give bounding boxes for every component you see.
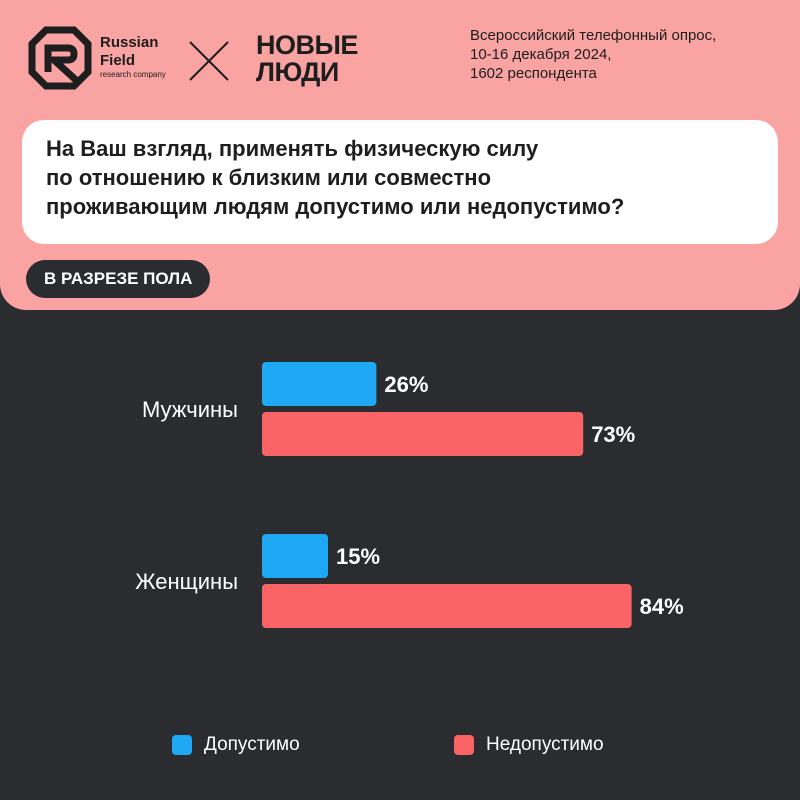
data-label: 84% (640, 594, 684, 619)
novye-lyudi-logo: НОВЫЕ ЛЮДИ (256, 30, 358, 87)
survey-info-line: 1602 респондента (470, 65, 597, 82)
data-label: 73% (591, 422, 635, 447)
segment-badge: В РАЗРЕЗЕ ПОЛА (26, 260, 211, 298)
data-label: 15% (336, 544, 380, 569)
bar-dopustimo (262, 534, 328, 578)
bar-nedopustimo (262, 412, 584, 456)
bar-nedopustimo (262, 584, 632, 628)
legend-label: Допустимо (204, 734, 300, 755)
survey-info-line: Всероссийский телефонный опрос, (470, 27, 717, 44)
russian-field-logo-text: Russian Field research company (100, 34, 166, 79)
question-card (22, 120, 778, 244)
legend-swatch-red (454, 735, 474, 755)
russian-field-logo-icon (28, 26, 92, 90)
question-text: На Ваш взгляд, применять физическую силу… (46, 136, 625, 219)
data-label: 26% (384, 372, 428, 397)
bar-chart: Мужчины 26% 73% Женщины 15% 84% (135, 362, 684, 628)
collaboration-cross-icon (189, 41, 229, 81)
legend-label: Недопустимо (486, 734, 604, 755)
legend-swatch-blue (172, 735, 192, 755)
category-label: Мужчины (142, 397, 238, 422)
survey-info: Всероссийский телефонный опрос, 10-16 де… (470, 26, 790, 83)
survey-info-line: 10-16 декабря 2024, (470, 46, 612, 63)
bar-dopustimo (262, 362, 377, 406)
category-label: Женщины (135, 569, 238, 594)
